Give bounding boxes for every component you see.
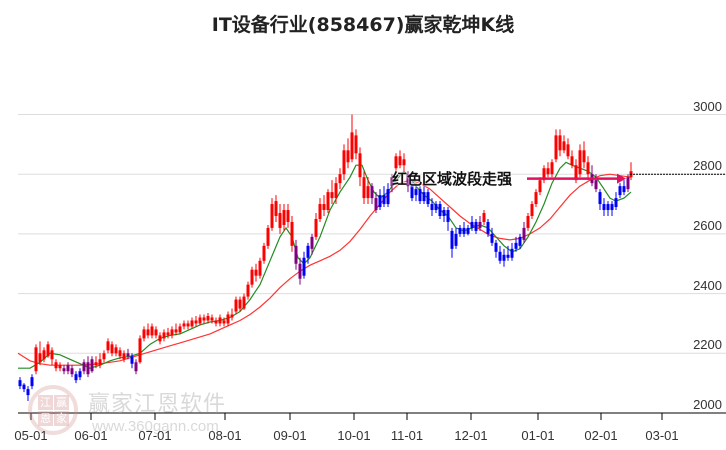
y-tick-label: 2800 (693, 158, 722, 174)
y-tick-label: 3000 (693, 98, 722, 114)
x-tick-label: 07-01 (138, 428, 172, 443)
ma-long-line (17, 173, 632, 366)
y-tick-label: 2000 (693, 397, 722, 412)
annotation-label: 红色区域波段走强 (392, 170, 513, 188)
x-tick-label: 10-01 (337, 428, 371, 443)
x-tick-label: 06-01 (74, 428, 108, 443)
gridlines (18, 114, 726, 354)
candlesticks (18, 114, 633, 402)
x-axis (18, 412, 726, 420)
x-tick-label: 01-01 (521, 428, 555, 443)
logo-char: 江 (38, 395, 53, 410)
x-tick-label: 02-01 (584, 428, 618, 443)
watermark-text: 赢家江恩软件 (88, 392, 227, 417)
watermark-url: www.360gann.com (92, 418, 219, 435)
x-tick-label: 03-01 (645, 428, 679, 443)
x-tick-label: 11-01 (390, 428, 424, 443)
ma-short-line (18, 161, 632, 369)
annotation-arrow (527, 173, 626, 184)
logo-char: 家 (54, 411, 69, 426)
y-tick-label: 2600 (693, 217, 722, 233)
logo-char: 赢 (54, 395, 69, 410)
x-tick-label: 12-01 (454, 428, 488, 443)
logo-char: 恩 (38, 411, 53, 426)
x-tick-label: 08-01 (208, 428, 242, 443)
chart-title: IT设备行业(858467)赢家乾坤K线 (211, 14, 515, 36)
y-tick-label: 2200 (693, 337, 722, 353)
watermark-logo-icon: 江 赢 恩 家 (28, 385, 78, 435)
x-tick-label: 05-01 (14, 428, 48, 443)
x-tick-label: 09-01 (273, 428, 307, 443)
y-tick-label: 2400 (693, 277, 722, 293)
